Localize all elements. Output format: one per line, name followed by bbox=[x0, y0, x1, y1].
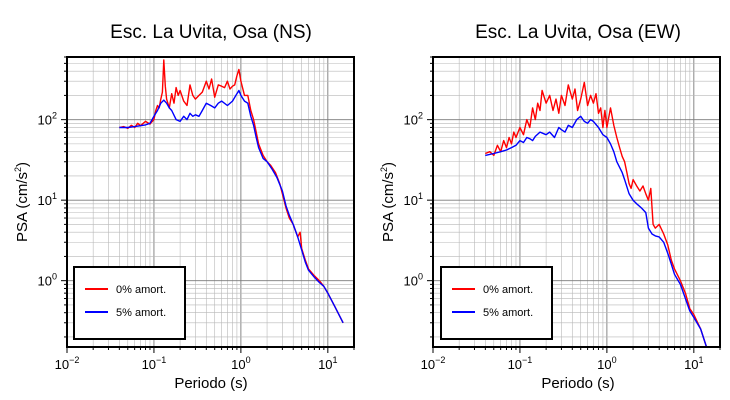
legend: 0% amort. 5% amort. bbox=[440, 266, 553, 340]
plot-frame bbox=[66, 56, 355, 348]
series-group bbox=[119, 59, 344, 324]
legend: 0% amort. 5% amort. bbox=[73, 266, 186, 340]
tick-marks bbox=[427, 56, 721, 353]
x-tick-label: 10−1 bbox=[508, 355, 533, 372]
x-tick-label: 100 bbox=[597, 355, 616, 372]
legend-label-0: 0% amort. bbox=[483, 284, 533, 296]
x-tick-label: 10−1 bbox=[142, 355, 167, 372]
legend-label-1: 5% amort. bbox=[483, 307, 533, 319]
x-tick-label: 101 bbox=[318, 355, 337, 372]
chart-title: Esc. La Uvita, Osa (EW) bbox=[475, 22, 681, 43]
y-tick-label: 102 bbox=[404, 111, 423, 128]
legend-box bbox=[73, 266, 186, 340]
x-tick-label: 10−2 bbox=[421, 355, 446, 372]
plot-frame bbox=[432, 56, 721, 348]
y-tick-labels: 100 101 102 bbox=[404, 111, 423, 289]
x-tick-labels: 10−2 10−1 100 101 bbox=[421, 355, 704, 372]
chart-panel-ns: Esc. La Uvita, Osa (NS) 10−2 10−1 100 10… bbox=[13, 22, 355, 392]
series-line-0 bbox=[485, 81, 708, 348]
tick-marks bbox=[61, 56, 355, 353]
chart-panel-ew: Esc. La Uvita, Osa (EW) 10−2 10−1 100 10… bbox=[379, 22, 721, 392]
y-tick-label: 100 bbox=[38, 272, 57, 289]
y-tick-label: 101 bbox=[404, 191, 423, 208]
y-axis-label: PSA (cm/s2) bbox=[13, 162, 31, 242]
x-axis-label: Periodo (s) bbox=[174, 375, 247, 392]
legend-box bbox=[440, 266, 553, 340]
y-axis-label: PSA (cm/s2) bbox=[379, 162, 397, 242]
y-tick-labels: 100 101 102 bbox=[38, 111, 57, 289]
series-line-1 bbox=[485, 115, 708, 348]
legend-label-0: 0% amort. bbox=[116, 284, 166, 296]
series-line-1 bbox=[119, 89, 344, 324]
x-tick-labels: 10−2 10−1 100 101 bbox=[55, 355, 338, 372]
y-tick-label: 100 bbox=[404, 272, 423, 289]
chart-title: Esc. La Uvita, Osa (NS) bbox=[110, 22, 312, 43]
series-group bbox=[485, 81, 708, 348]
y-tick-label: 102 bbox=[38, 111, 57, 128]
legend-label-1: 5% amort. bbox=[116, 307, 166, 319]
x-tick-label: 101 bbox=[684, 355, 703, 372]
x-tick-label: 10−2 bbox=[55, 355, 80, 372]
y-tick-label: 101 bbox=[38, 191, 57, 208]
x-axis-label: Periodo (s) bbox=[541, 375, 614, 392]
x-tick-label: 100 bbox=[231, 355, 250, 372]
